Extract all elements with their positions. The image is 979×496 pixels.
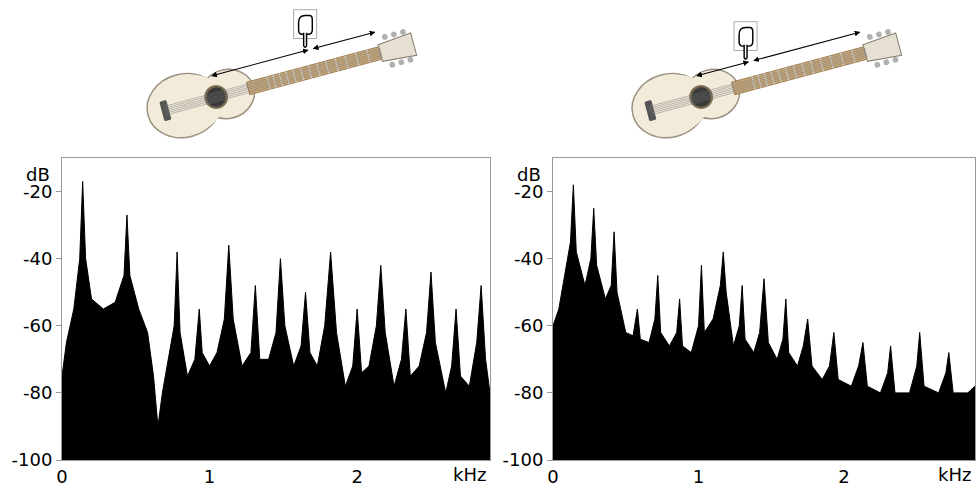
svg-text:-60: -60 <box>514 315 543 336</box>
svg-text:0: 0 <box>56 466 67 487</box>
svg-text:-20: -20 <box>514 181 543 202</box>
svg-text:-100: -100 <box>503 449 544 470</box>
svg-text:kHz: kHz <box>453 464 486 485</box>
svg-text:-80: -80 <box>514 382 543 403</box>
svg-text:dB: dB <box>517 164 541 185</box>
svg-text:2: 2 <box>351 466 362 487</box>
svg-text:1: 1 <box>693 466 704 487</box>
svg-text:-40: -40 <box>514 248 543 269</box>
svg-text:-40: -40 <box>23 248 52 269</box>
svg-text:kHz: kHz <box>938 464 971 485</box>
svg-text:2: 2 <box>838 466 849 487</box>
svg-text:dB: dB <box>26 164 50 185</box>
svg-text:-60: -60 <box>23 315 52 336</box>
svg-text:-20: -20 <box>23 181 52 202</box>
svg-text:0: 0 <box>547 466 558 487</box>
svg-text:1: 1 <box>204 466 215 487</box>
svg-text:-100: -100 <box>12 449 53 470</box>
svg-text:-80: -80 <box>23 382 52 403</box>
